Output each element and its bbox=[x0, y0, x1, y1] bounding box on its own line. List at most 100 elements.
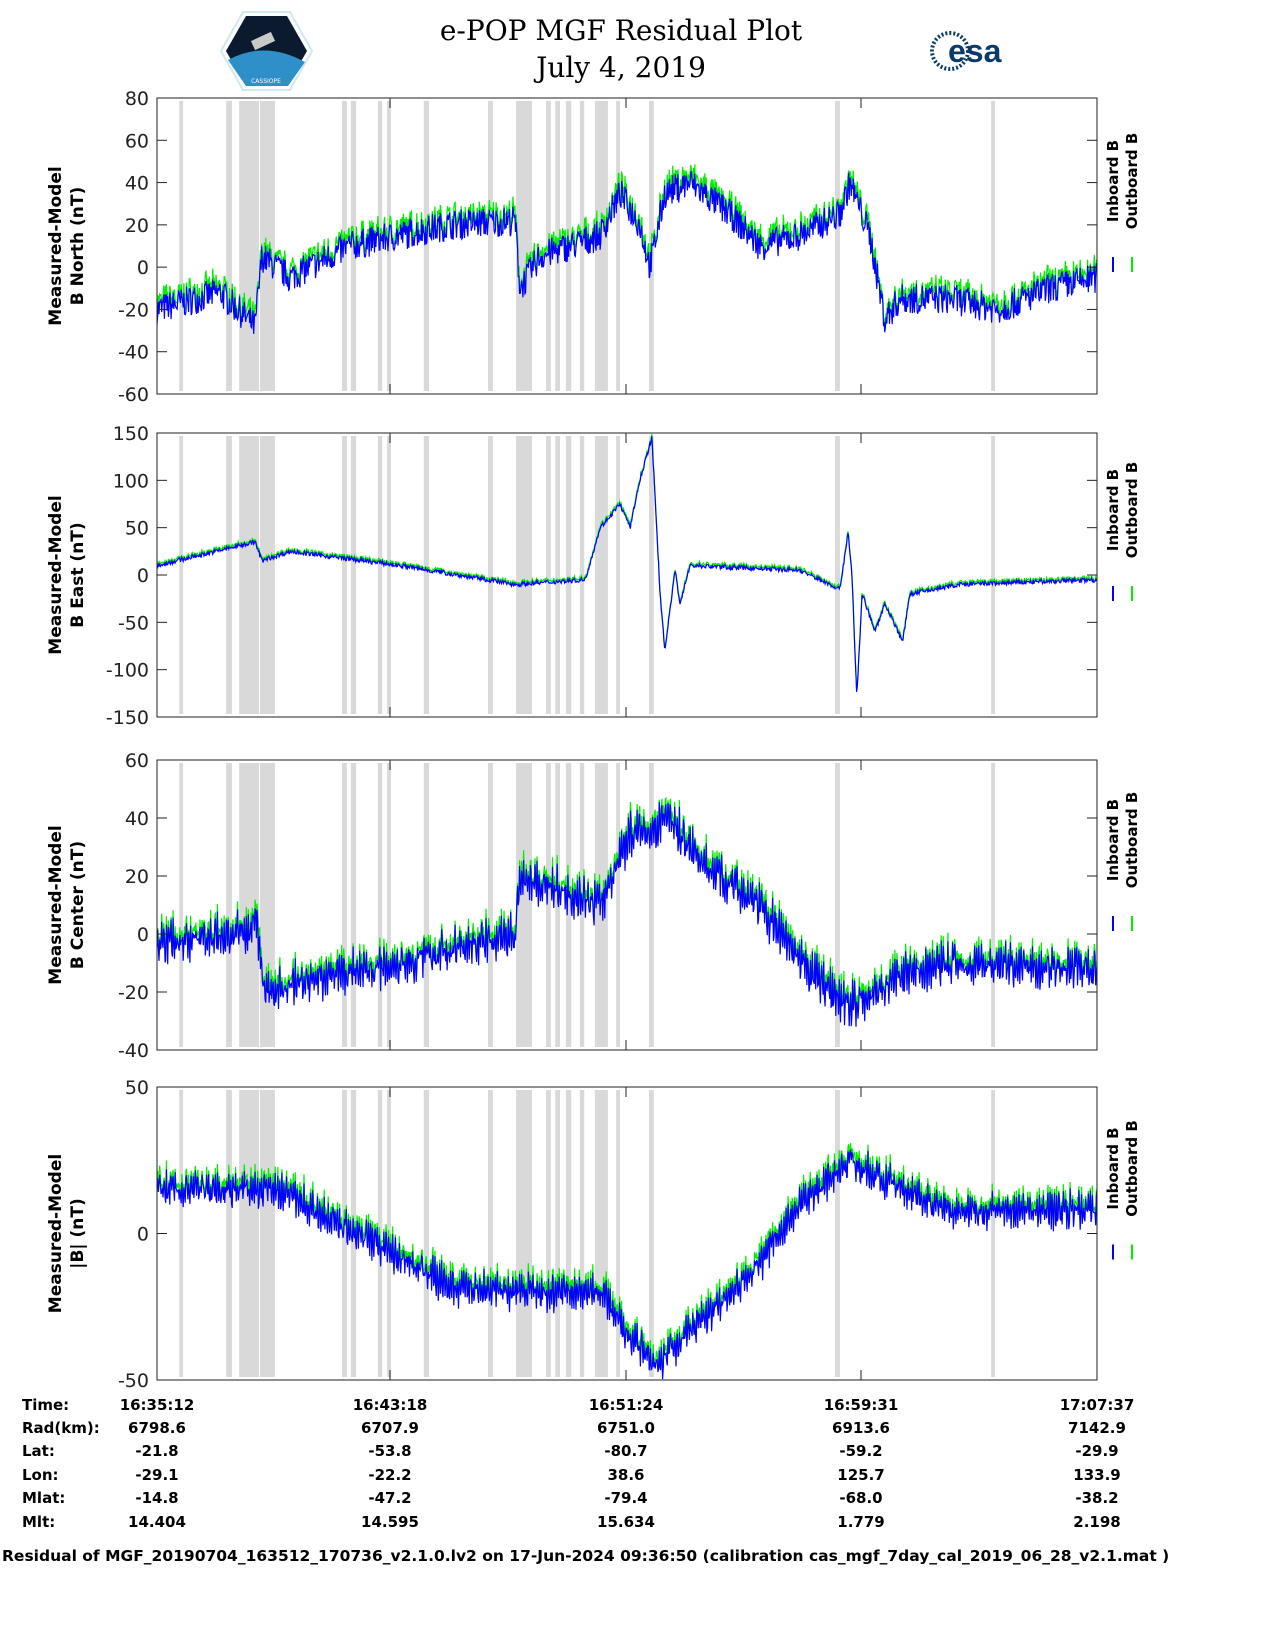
gap-band bbox=[555, 1090, 561, 1377]
plot-frame bbox=[156, 97, 1098, 395]
gap-band bbox=[387, 436, 391, 714]
y-tick-label: 0 bbox=[137, 924, 149, 946]
y-tick-label: 0 bbox=[137, 257, 149, 279]
ephemeris-value: 6798.6 bbox=[128, 1419, 186, 1437]
panel-3: -40 -20 0 20 40 60 Measured-Model B Center (nT)… bbox=[46, 750, 1141, 1062]
ephemeris-value: -38.2 bbox=[1075, 1489, 1119, 1507]
y-tick-label: 50 bbox=[125, 518, 149, 540]
legend-label: Outboard B bbox=[1123, 133, 1141, 230]
gap-band bbox=[516, 763, 533, 1047]
gap-band bbox=[179, 101, 184, 391]
ephemeris-value: 6913.6 bbox=[832, 1419, 890, 1437]
gap-band bbox=[579, 436, 585, 714]
y-tick-label: 20 bbox=[125, 866, 149, 888]
y-axis-label: B North (nT) bbox=[68, 187, 88, 306]
gap-band bbox=[350, 436, 357, 714]
gap-band bbox=[239, 436, 259, 714]
gap-band bbox=[616, 763, 620, 1047]
ephemeris-value: 15.634 bbox=[597, 1513, 655, 1531]
plot-frame bbox=[156, 432, 1098, 718]
y-tick-label: 0 bbox=[137, 565, 149, 587]
ephemeris-value: -14.8 bbox=[135, 1489, 179, 1507]
ephemeris-value: -22.2 bbox=[368, 1466, 412, 1484]
ephemeris-value: -80.7 bbox=[604, 1442, 648, 1460]
legend-label: Outboard B bbox=[1123, 462, 1141, 559]
gap-band bbox=[226, 763, 232, 1047]
ephemeris-value: -53.8 bbox=[368, 1442, 412, 1460]
gap-band bbox=[488, 101, 493, 391]
ephemeris-label: Time: bbox=[22, 1396, 70, 1414]
gap-band bbox=[546, 436, 551, 714]
gap-band bbox=[259, 763, 275, 1047]
legend-label: Outboard B bbox=[1123, 792, 1141, 889]
gap-band bbox=[555, 436, 561, 714]
gap-band bbox=[259, 436, 275, 714]
y-tick-label: 100 bbox=[113, 470, 149, 492]
gap-band bbox=[991, 436, 996, 714]
panel-2: -150 -100 -50 0 50 100 150 Measured-Model B East… bbox=[46, 423, 1141, 729]
y-tick-label: 60 bbox=[125, 750, 149, 772]
ephemeris-value: -79.4 bbox=[604, 1489, 648, 1507]
y-tick-label: -40 bbox=[118, 1040, 149, 1062]
ephemeris-value: 14.404 bbox=[128, 1513, 186, 1531]
gap-band bbox=[226, 436, 232, 714]
ephemeris-value: 6707.9 bbox=[361, 1419, 419, 1437]
ephemeris-value: -59.2 bbox=[839, 1442, 883, 1460]
outboard-series bbox=[156, 796, 1098, 1024]
title-date: July 4, 2019 bbox=[536, 51, 706, 84]
gap-band bbox=[377, 436, 383, 714]
legend-label: Outboard B bbox=[1123, 1120, 1141, 1217]
ephemeris-value: -29.1 bbox=[135, 1466, 179, 1484]
gap-band bbox=[991, 1090, 996, 1377]
ephemeris-label: Mlt: bbox=[22, 1513, 56, 1531]
plot-frame bbox=[156, 759, 1098, 1051]
y-tick-label: 0 bbox=[137, 1224, 149, 1246]
gap-band bbox=[350, 763, 357, 1047]
gap-band bbox=[226, 1090, 232, 1377]
gap-band bbox=[835, 436, 840, 714]
gap-band bbox=[377, 763, 383, 1047]
inboard-series bbox=[156, 436, 1098, 692]
gap-band bbox=[565, 436, 572, 714]
footer-caption: Residual of MGF_20190704_163512_170736_v… bbox=[2, 1547, 1170, 1565]
ephemeris-value: 16:51:24 bbox=[588, 1396, 664, 1414]
y-tick-label: -20 bbox=[118, 299, 149, 321]
gap-band bbox=[387, 101, 391, 391]
panel-4: -50 0 50 Measured-Model |B| (nT) Inboard B Out… bbox=[46, 1077, 1141, 1392]
y-tick-label: 150 bbox=[113, 423, 149, 445]
gap-band bbox=[648, 436, 654, 714]
ephemeris-value: 17:07:37 bbox=[1059, 1396, 1135, 1414]
y-tick-label: -50 bbox=[118, 612, 149, 634]
ephemeris-value: 16:59:31 bbox=[823, 1396, 899, 1414]
ephemeris-value: 2.198 bbox=[1073, 1513, 1121, 1531]
y-tick-label: 40 bbox=[125, 808, 149, 830]
inboard-series bbox=[156, 801, 1098, 1027]
ephemeris-label: Lon: bbox=[22, 1466, 59, 1484]
gap-band bbox=[648, 1090, 654, 1377]
gap-band bbox=[616, 101, 620, 391]
gap-band bbox=[239, 763, 259, 1047]
y-tick-label: -20 bbox=[118, 982, 149, 1004]
ephemeris-value: 6751.0 bbox=[597, 1419, 655, 1437]
y-tick-label: 60 bbox=[125, 130, 149, 152]
legend-label: Inboard B bbox=[1104, 140, 1122, 222]
inboard-series bbox=[156, 1149, 1098, 1380]
gap-band bbox=[179, 436, 184, 714]
esa-logo-text: esa bbox=[948, 33, 1002, 69]
gap-band bbox=[179, 1090, 184, 1377]
cassiope-logo: CASSIOPE bbox=[219, 11, 314, 91]
ephemeris-label: Mlat: bbox=[22, 1489, 66, 1507]
ephemeris-value: -29.9 bbox=[1075, 1442, 1119, 1460]
y-axis-label: B East (nT) bbox=[68, 522, 88, 627]
y-axis-label: Measured-Model bbox=[46, 1154, 66, 1313]
esa-logo: esa bbox=[930, 31, 1002, 71]
gap-band bbox=[226, 101, 232, 391]
gap-band bbox=[423, 763, 430, 1047]
inboard-series bbox=[156, 171, 1098, 334]
chart-title: e-POP MGF Residual Plot July 4, 2019 bbox=[371, 12, 871, 86]
gap-band bbox=[546, 1090, 551, 1377]
gap-band bbox=[488, 436, 493, 714]
gap-band bbox=[546, 763, 551, 1047]
y-tick-label: -50 bbox=[118, 1370, 149, 1392]
